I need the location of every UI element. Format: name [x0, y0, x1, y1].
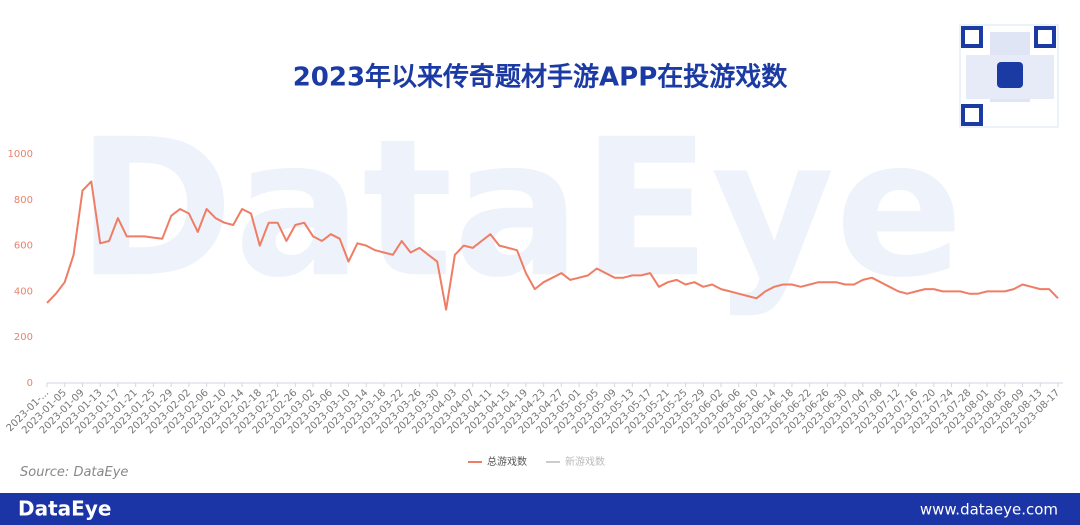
- legend-label: 新游戏数: [565, 455, 605, 468]
- y-tick-label: 600: [14, 241, 33, 252]
- footer-website: www.dataeye.com: [920, 501, 1058, 519]
- y-tick-label: 1000: [8, 149, 33, 160]
- watermark: DataEye: [76, 98, 963, 319]
- data-line: [46, 180, 1059, 311]
- source: Source: DataEye: [20, 465, 128, 480]
- legend-label: 总游戏数: [487, 455, 527, 468]
- y-tick-label: 400: [14, 286, 33, 297]
- chart-title: 2023年以来传奇题材手游APP在投游戏数: [293, 62, 789, 93]
- y-tick-label: 800: [14, 195, 33, 206]
- y-tick-label: 0: [27, 378, 33, 389]
- y-tick-label: 200: [14, 332, 33, 343]
- footer-brand: DataEye: [18, 497, 111, 521]
- footer-bar: [0, 493, 1080, 525]
- qr-code: [959, 24, 1059, 128]
